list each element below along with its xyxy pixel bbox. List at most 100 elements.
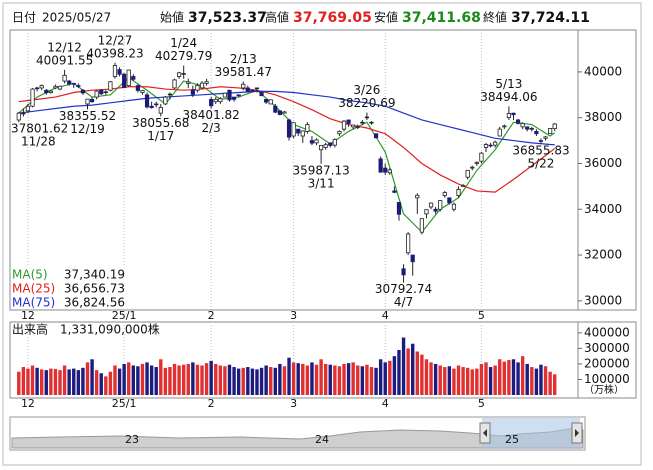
annotation-date: 1/24 xyxy=(170,36,197,50)
volume-bar xyxy=(232,367,236,395)
candle-body xyxy=(525,126,530,130)
annotation-date: 12/27 xyxy=(98,33,133,47)
volume-bar xyxy=(447,366,452,395)
volume-bar xyxy=(159,359,163,395)
candle-body xyxy=(456,188,461,196)
candle-body xyxy=(85,98,90,105)
y-tick-label: 40000 xyxy=(584,64,622,78)
volume-bar xyxy=(314,364,319,395)
volume-bar xyxy=(94,370,99,395)
navigator-window[interactable] xyxy=(482,418,580,449)
volume-bar xyxy=(191,362,195,395)
volume-bar xyxy=(305,365,310,395)
candle-body xyxy=(236,94,241,97)
candle-body xyxy=(396,201,402,215)
candle-body xyxy=(154,103,159,106)
volume-bar xyxy=(365,364,369,395)
volume-bar xyxy=(346,363,351,395)
candle-body xyxy=(351,124,356,128)
header-close: 37,724.11 xyxy=(511,10,590,26)
candle-body xyxy=(502,125,507,128)
candle-body xyxy=(163,96,168,105)
candle-body xyxy=(291,122,296,137)
header-open: 37,523.37 xyxy=(188,10,267,26)
volume-bar xyxy=(259,367,264,395)
candle-body xyxy=(250,89,255,92)
volume-bar xyxy=(433,363,438,395)
volume-bar xyxy=(223,366,227,395)
candle-body xyxy=(144,94,150,108)
volume-bar xyxy=(342,363,346,395)
candle-body xyxy=(355,126,360,128)
candle-body xyxy=(360,121,365,124)
volume-bar xyxy=(296,363,300,395)
annotation-date: 3/26 xyxy=(353,83,380,97)
legend-name: MA(75) xyxy=(12,296,55,310)
annotation-date: 2/13 xyxy=(230,52,257,66)
candle-body xyxy=(506,113,512,119)
annotation-value: 37801.62 xyxy=(11,122,68,136)
volume-bar xyxy=(136,366,140,395)
volume-bar xyxy=(443,367,447,395)
volume-bar xyxy=(236,368,241,395)
legend-box xyxy=(11,266,127,309)
candle-body xyxy=(552,123,557,129)
candle-body xyxy=(543,136,548,139)
volume-bar xyxy=(488,367,493,395)
candle-body xyxy=(447,197,452,204)
candle-body xyxy=(158,106,163,114)
candle-body xyxy=(254,87,260,90)
candle-body xyxy=(296,128,301,134)
candle-body xyxy=(117,69,122,75)
navigator-label: 23 xyxy=(125,433,139,446)
candle-body xyxy=(483,144,489,148)
candle-body xyxy=(337,131,342,135)
volume-bar xyxy=(328,364,332,395)
volume-bar xyxy=(269,367,273,395)
candle-body xyxy=(172,79,177,89)
volume-bar xyxy=(356,365,360,395)
candle-body xyxy=(227,89,232,101)
y-tick-label: 36000 xyxy=(584,156,622,170)
volume-bar xyxy=(58,370,62,395)
candle-body xyxy=(140,90,145,93)
candle-body xyxy=(328,142,333,146)
price-panel xyxy=(9,29,637,311)
volume-bar xyxy=(411,343,415,395)
annotation-value: 40279.79 xyxy=(155,49,212,63)
volume-bar xyxy=(81,367,85,395)
volume-unit: （万株） xyxy=(584,383,624,396)
volume-bar xyxy=(250,368,255,395)
candle-body xyxy=(406,233,411,254)
candle-body xyxy=(438,200,443,210)
candle-body xyxy=(378,158,383,173)
candle-body xyxy=(53,85,58,89)
volume-bar xyxy=(122,363,126,395)
volume-bar xyxy=(310,362,314,395)
volume-bar xyxy=(72,368,76,395)
volume-bar xyxy=(520,356,525,395)
volume-bar xyxy=(378,359,383,395)
candle-body xyxy=(373,133,379,139)
candle-body xyxy=(218,98,223,103)
volume-bar xyxy=(337,366,342,395)
x-tick-label: 5 xyxy=(478,397,485,410)
volume-bar xyxy=(548,371,552,395)
annotation-date: 12/19 xyxy=(70,122,105,136)
volume-bar xyxy=(181,364,186,395)
volume-bar xyxy=(456,365,461,395)
candle-body xyxy=(369,121,374,124)
volume-bar xyxy=(172,363,177,395)
annotation-date: 5/13 xyxy=(495,77,522,91)
volume-bar xyxy=(99,373,103,395)
candle-body xyxy=(493,141,498,146)
x-tick-label: 3 xyxy=(290,309,297,322)
navigator-label: 24 xyxy=(315,433,329,446)
volume-bar xyxy=(17,371,21,395)
volume-bar xyxy=(76,370,81,395)
volume-bar xyxy=(67,369,71,395)
candle-body xyxy=(538,140,544,142)
ma-line xyxy=(18,90,555,146)
candle-body xyxy=(460,185,466,187)
candle-body xyxy=(515,119,521,124)
